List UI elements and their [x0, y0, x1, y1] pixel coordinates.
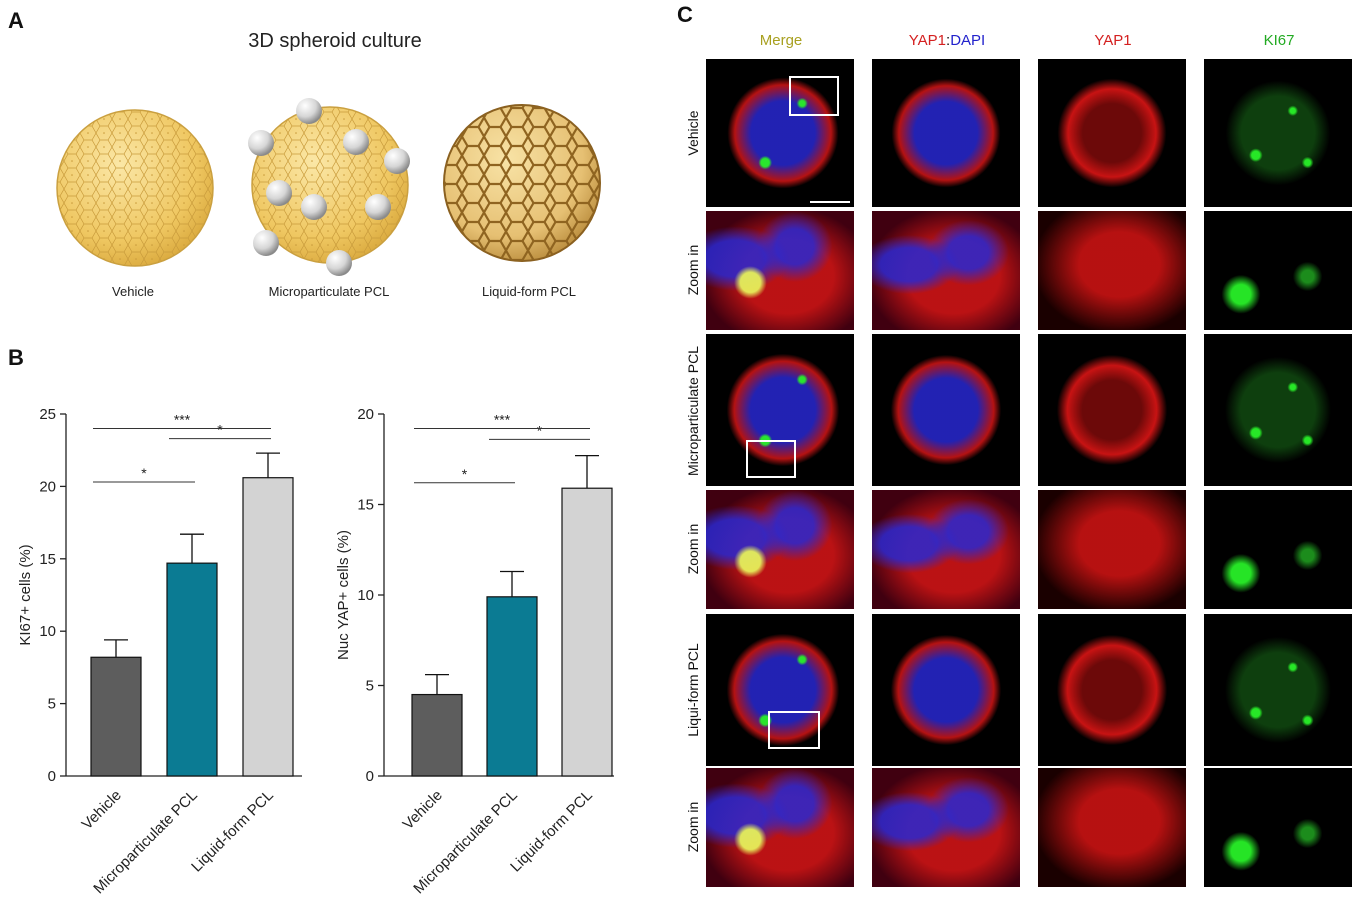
y-tick-label-5: 25 [39, 406, 56, 423]
row-label-zoom-2: Zoom in [685, 523, 701, 575]
y-tick-label-3: 15 [357, 497, 374, 514]
row-label-liquid-form: Liqui-form PCL [685, 643, 701, 737]
x-tick-label-2: Liquid-form PCL [507, 787, 596, 876]
y-axis-label: KI67+ cells (%) [17, 544, 34, 645]
micrograph-liquid-form-ki67 [1204, 614, 1352, 766]
x-tick-label-0: Vehicle [400, 787, 446, 833]
column-header-yap1-dapi: YAP1:DAPI [872, 32, 1022, 49]
row-label-zoom-3: Zoom in [685, 801, 701, 853]
panel-a-letter: A [8, 8, 24, 33]
micrograph-vehicle-zoom-merge [706, 211, 854, 330]
micrograph-microparticulate-yap1-dapi [872, 334, 1020, 486]
spheroid-illustrations [56, 98, 601, 276]
micrograph-microparticulate-zoom-yap1 [1038, 490, 1186, 609]
liquid-form-label: Liquid-form PCL [482, 284, 576, 299]
micrograph-liquid-form-zoom-yap1 [1038, 768, 1186, 887]
microparticulate-spheroid [248, 98, 410, 276]
significance-label-2: *** [174, 411, 191, 427]
y-tick-label-1: 5 [48, 696, 56, 713]
y-tick-label-1: 5 [366, 678, 374, 695]
dapi-word: DAPI [950, 32, 986, 49]
significance-label-0: * [462, 466, 468, 482]
micrograph-microparticulate-merge [706, 334, 854, 486]
vehicle-spheroid [56, 109, 214, 267]
row-label-vehicle: Vehicle [685, 110, 701, 156]
panel-b-letter: B [8, 345, 24, 370]
colon: : [946, 32, 951, 49]
y-tick-label-2: 10 [39, 623, 56, 640]
column-header-ki67: KI67 [1263, 32, 1295, 49]
panel-a-title: 3D spheroid culture [248, 30, 422, 52]
bar-2 [242, 477, 294, 777]
micrograph-vehicle-zoom-ki67 [1204, 211, 1352, 330]
yap1-word: YAP1 [908, 32, 947, 49]
vehicle-label: Vehicle [112, 284, 154, 299]
micrograph-liquid-form-zoom-ki67 [1204, 768, 1352, 887]
micrograph-vehicle-merge [706, 59, 854, 207]
bar-0 [90, 656, 142, 777]
zoom-region-box-0 [789, 76, 839, 116]
significance-label-0: * [141, 465, 147, 481]
micrograph-microparticulate-yap1 [1038, 334, 1186, 486]
micrograph-liquid-form-merge [706, 614, 854, 766]
micrograph-liquid-form-yap1-dapi [872, 614, 1020, 766]
y-tick-label-0: 0 [48, 768, 56, 785]
y-tick-label-0: 0 [366, 768, 374, 785]
microparticulate-label: Microparticulate PCL [268, 284, 390, 299]
micrograph-liquid-form-yap1 [1038, 614, 1186, 766]
x-tick-label-2: Liquid-form PCL [188, 787, 277, 876]
bar-2 [561, 487, 613, 777]
row-label-zoom-1: Zoom in [685, 244, 701, 296]
bar-0 [411, 693, 463, 777]
bar-1 [486, 596, 538, 777]
y-axis-label: Nuc YAP+ cells (%) [335, 530, 352, 660]
micrograph-microparticulate-zoom-merge [706, 490, 854, 609]
micrograph-vehicle-ki67 [1204, 59, 1352, 207]
bar-1 [166, 562, 218, 777]
micrograph-liquid-form-zoom-merge [706, 768, 854, 887]
liquid-form-spheroid [443, 104, 601, 262]
y-tick-label-2: 10 [357, 587, 374, 604]
scale-bar [810, 201, 850, 203]
micrograph-vehicle-yap1 [1038, 59, 1186, 207]
micrograph-microparticulate-zoom-yap1-dapi [872, 490, 1020, 609]
significance-label-1: * [537, 422, 543, 438]
zoom-region-box-1 [746, 440, 796, 478]
y-tick-label-4: 20 [357, 406, 374, 423]
micrograph-vehicle-yap1-dapi [872, 59, 1020, 207]
y-tick-label-3: 15 [39, 551, 56, 568]
row-label-microparticulate: Microparticulate PCL [685, 346, 701, 476]
micrograph-vehicle-zoom-yap1-dapi [872, 211, 1020, 330]
significance-label-1: * [217, 422, 223, 438]
x-tick-label-0: Vehicle [79, 787, 125, 833]
micrograph-vehicle-zoom-yap1 [1038, 211, 1186, 330]
micrograph-microparticulate-ki67 [1204, 334, 1352, 486]
zoom-region-box-2 [768, 711, 820, 749]
micrograph-microparticulate-zoom-ki67 [1204, 490, 1352, 609]
column-header-yap1: YAP1 [1094, 32, 1132, 49]
significance-label-2: *** [494, 411, 511, 427]
column-header-merge: Merge [759, 32, 803, 49]
y-tick-label-4: 20 [39, 478, 56, 495]
panel-c-letter: C [677, 2, 693, 27]
micrograph-liquid-form-zoom-yap1-dapi [872, 768, 1020, 887]
